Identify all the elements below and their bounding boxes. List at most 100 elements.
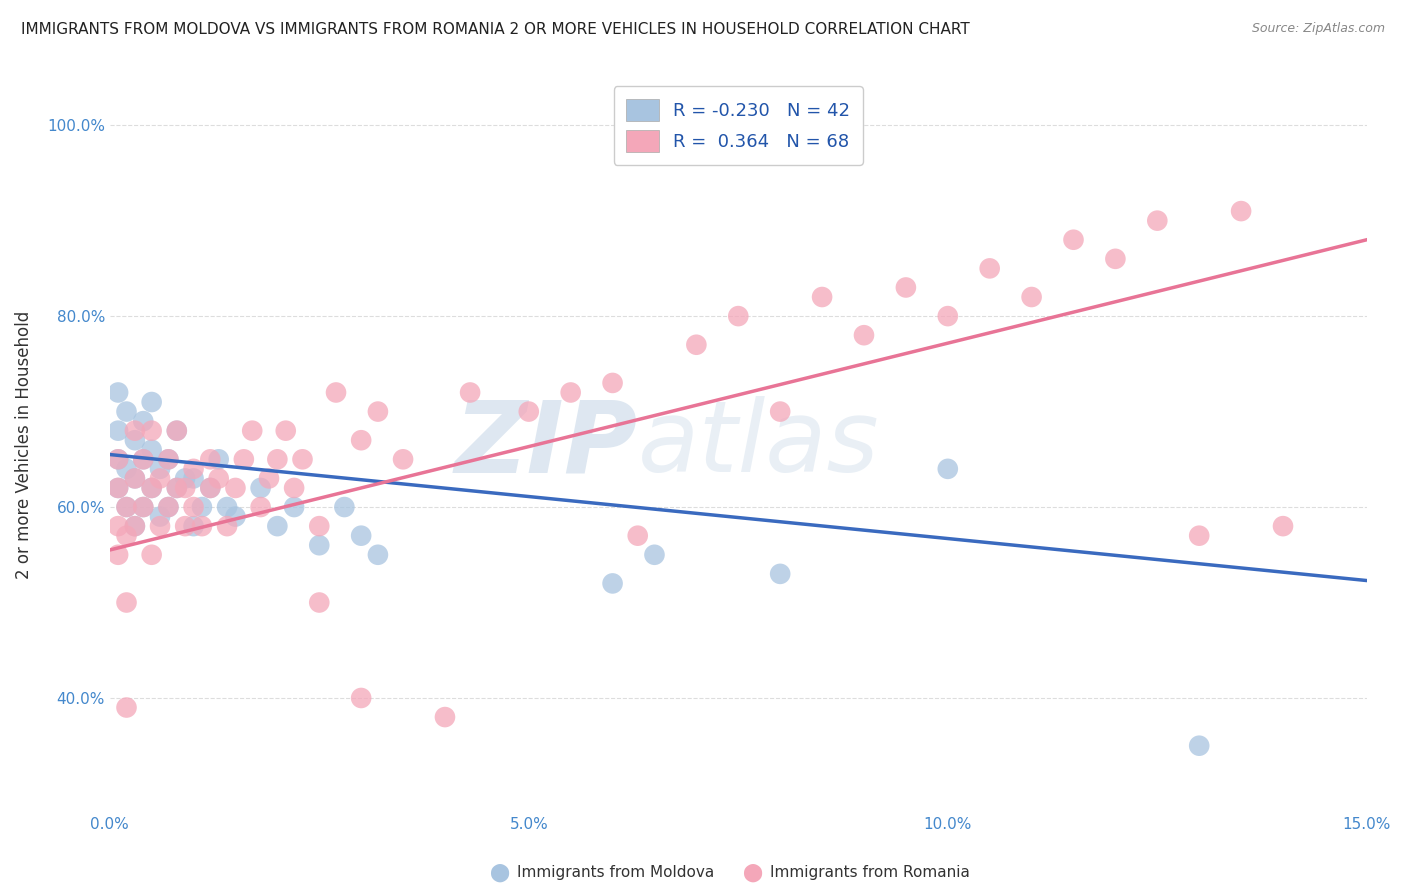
- Point: [936, 462, 959, 476]
- Point: [132, 452, 155, 467]
- Point: [191, 500, 214, 514]
- Point: [257, 471, 280, 485]
- Point: [107, 481, 129, 495]
- Point: [166, 424, 188, 438]
- Point: [1146, 213, 1168, 227]
- Point: [174, 481, 197, 495]
- Point: [132, 452, 155, 467]
- Text: Immigrants from Romania: Immigrants from Romania: [770, 865, 970, 880]
- Point: [124, 519, 146, 533]
- Point: [191, 519, 214, 533]
- Point: [936, 309, 959, 323]
- Point: [627, 529, 650, 543]
- Point: [769, 566, 792, 581]
- Point: [266, 452, 288, 467]
- Point: [367, 404, 389, 418]
- Point: [200, 481, 222, 495]
- Point: [979, 261, 1001, 276]
- Point: [224, 509, 246, 524]
- Point: [107, 452, 129, 467]
- Point: [141, 481, 163, 495]
- Point: [107, 424, 129, 438]
- Text: IMMIGRANTS FROM MOLDOVA VS IMMIGRANTS FROM ROMANIA 2 OR MORE VEHICLES IN HOUSEHO: IMMIGRANTS FROM MOLDOVA VS IMMIGRANTS FR…: [21, 22, 970, 37]
- Point: [141, 424, 163, 438]
- Point: [894, 280, 917, 294]
- Point: [308, 538, 330, 552]
- Y-axis label: 2 or more Vehicles in Household: 2 or more Vehicles in Household: [15, 311, 32, 579]
- Point: [685, 337, 707, 351]
- Point: [308, 595, 330, 609]
- Point: [602, 576, 624, 591]
- Legend: R = -0.230   N = 42, R =  0.364   N = 68: R = -0.230 N = 42, R = 0.364 N = 68: [613, 87, 863, 165]
- Point: [124, 519, 146, 533]
- Point: [107, 452, 129, 467]
- Text: Immigrants from Moldova: Immigrants from Moldova: [517, 865, 714, 880]
- Point: [602, 376, 624, 390]
- Point: [124, 434, 146, 448]
- Point: [115, 700, 138, 714]
- Point: [208, 452, 231, 467]
- Point: [1188, 739, 1211, 753]
- Point: [517, 404, 540, 418]
- Text: Source: ZipAtlas.com: Source: ZipAtlas.com: [1251, 22, 1385, 36]
- Point: [392, 452, 415, 467]
- Point: [1272, 519, 1295, 533]
- Point: [291, 452, 314, 467]
- Point: [1063, 233, 1085, 247]
- Point: [308, 519, 330, 533]
- Point: [141, 548, 163, 562]
- Point: [183, 462, 205, 476]
- Point: [132, 500, 155, 514]
- Point: [132, 414, 155, 428]
- Point: [240, 424, 263, 438]
- Point: [124, 424, 146, 438]
- Point: [1104, 252, 1126, 266]
- Point: [232, 452, 254, 467]
- Point: [350, 690, 373, 705]
- Point: [1188, 529, 1211, 543]
- Text: ⬤: ⬤: [489, 863, 509, 881]
- Point: [166, 424, 188, 438]
- Point: [141, 481, 163, 495]
- Point: [107, 548, 129, 562]
- Point: [350, 529, 373, 543]
- Point: [217, 500, 239, 514]
- Point: [115, 462, 138, 476]
- Point: [333, 500, 356, 514]
- Point: [149, 462, 172, 476]
- Point: [141, 395, 163, 409]
- Point: [174, 519, 197, 533]
- Point: [174, 471, 197, 485]
- Point: [115, 500, 138, 514]
- Point: [224, 481, 246, 495]
- Point: [124, 471, 146, 485]
- Text: ⬤: ⬤: [742, 863, 762, 881]
- Point: [249, 481, 271, 495]
- Point: [107, 519, 129, 533]
- Point: [124, 471, 146, 485]
- Point: [727, 309, 749, 323]
- Point: [149, 509, 172, 524]
- Point: [115, 500, 138, 514]
- Point: [107, 385, 129, 400]
- Point: [200, 452, 222, 467]
- Point: [249, 500, 271, 514]
- Point: [560, 385, 582, 400]
- Point: [266, 519, 288, 533]
- Point: [350, 434, 373, 448]
- Point: [183, 519, 205, 533]
- Point: [166, 481, 188, 495]
- Text: atlas: atlas: [638, 396, 879, 493]
- Point: [643, 548, 665, 562]
- Point: [1230, 204, 1253, 219]
- Point: [166, 481, 188, 495]
- Point: [115, 404, 138, 418]
- Point: [157, 500, 180, 514]
- Point: [274, 424, 297, 438]
- Point: [200, 481, 222, 495]
- Point: [367, 548, 389, 562]
- Point: [853, 328, 876, 343]
- Point: [283, 500, 305, 514]
- Point: [208, 471, 231, 485]
- Point: [149, 519, 172, 533]
